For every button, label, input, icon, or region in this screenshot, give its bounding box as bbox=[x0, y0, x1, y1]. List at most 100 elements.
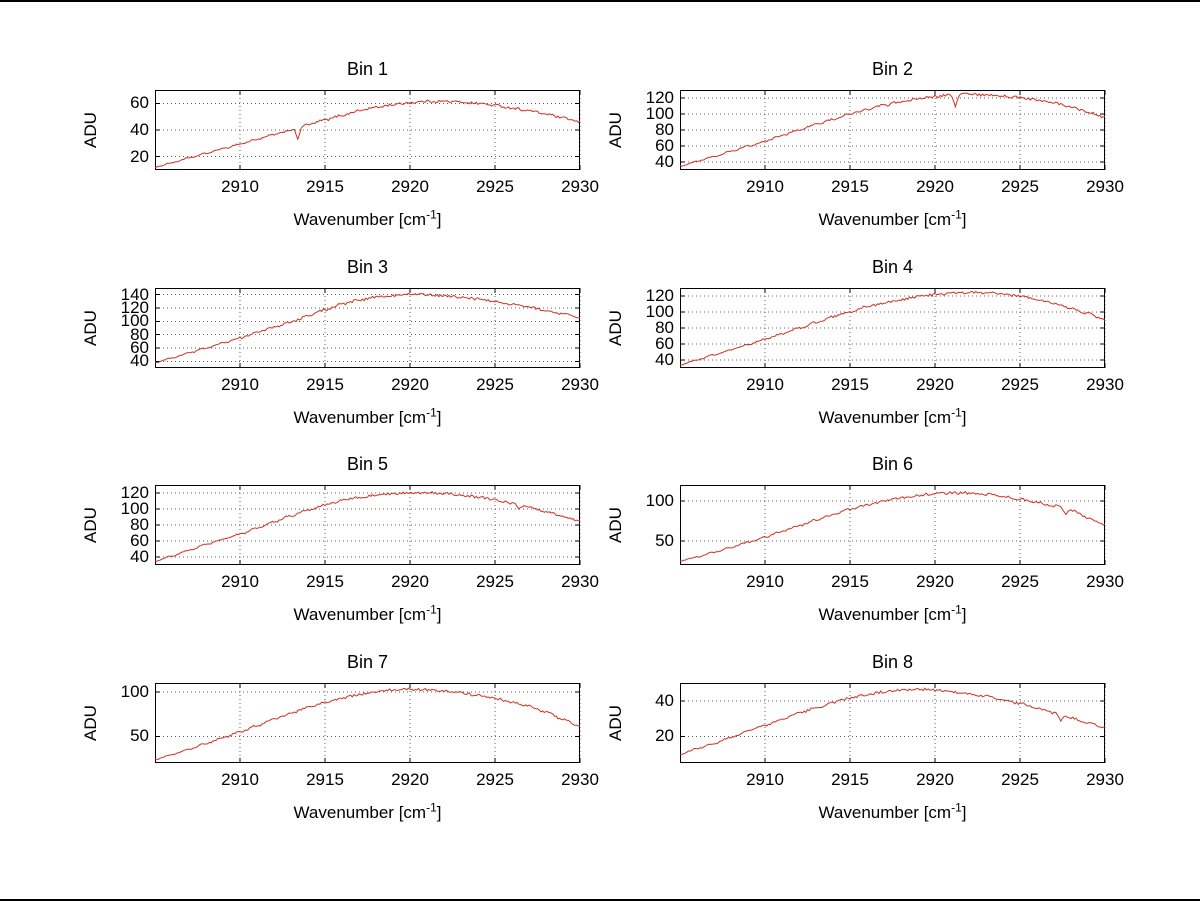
y-tick-label: 40 bbox=[655, 690, 674, 710]
x-tick-label: 2910 bbox=[221, 572, 259, 591]
y-tick-label: 100 bbox=[645, 104, 674, 123]
x-axis-label-pre: Wavenumber [cm bbox=[818, 803, 952, 822]
x-tick-label: 2920 bbox=[916, 572, 954, 591]
x-tick-label: 2910 bbox=[221, 375, 259, 394]
x-tick-label: 2930 bbox=[1086, 770, 1124, 789]
y-tick-label: 40 bbox=[130, 351, 149, 371]
y-tick-label: 140 bbox=[120, 284, 149, 304]
y-axis-label: ADU bbox=[81, 310, 100, 346]
x-axis-label-sup: -1 bbox=[951, 800, 962, 815]
y-axis-label: ADU bbox=[81, 705, 100, 741]
x-axis-label-pre: Wavenumber [cm bbox=[293, 210, 427, 229]
plot-area bbox=[154, 683, 581, 763]
plot-area bbox=[679, 485, 1106, 565]
y-axis-label: ADU bbox=[606, 310, 625, 346]
y-tick-label: 60 bbox=[655, 334, 674, 353]
x-axis-label-pre: Wavenumber [cm bbox=[293, 408, 427, 427]
x-axis-label-post: ] bbox=[436, 605, 442, 624]
y-axis-label: ADU bbox=[606, 507, 625, 543]
plot-area bbox=[154, 485, 581, 565]
x-tick-label: 2925 bbox=[1001, 770, 1039, 789]
x-tick-label: 2920 bbox=[391, 572, 429, 591]
x-tick-label: 2915 bbox=[306, 770, 344, 789]
y-axis-label: ADU bbox=[606, 705, 625, 741]
x-tick-label: 2915 bbox=[306, 177, 344, 196]
x-tick-label: 2920 bbox=[391, 375, 429, 394]
y-tick-label: 60 bbox=[130, 338, 149, 357]
y-tick-label: 80 bbox=[130, 324, 149, 344]
x-tick-label: 2920 bbox=[916, 770, 954, 789]
x-tick-label: 2930 bbox=[1086, 572, 1124, 591]
x-tick-label: 2925 bbox=[1001, 375, 1039, 394]
axes-box bbox=[155, 683, 580, 763]
axes-box bbox=[680, 485, 1105, 565]
x-axis-label-sup: -1 bbox=[426, 405, 437, 420]
y-tick-label: 60 bbox=[130, 93, 149, 113]
x-tick-label: 2910 bbox=[746, 770, 784, 789]
x-tick-label: 2930 bbox=[561, 770, 599, 789]
y-axis-label: ADU bbox=[81, 112, 100, 148]
y-tick-label: 40 bbox=[130, 547, 149, 566]
x-axis-label-sup: -1 bbox=[426, 207, 437, 222]
x-axis-label-post: ] bbox=[436, 408, 442, 427]
x-tick-label: 2925 bbox=[476, 770, 514, 789]
axes-box bbox=[155, 288, 580, 368]
plot-area bbox=[154, 90, 581, 170]
x-tick-label: 2930 bbox=[561, 375, 599, 394]
x-tick-label: 2920 bbox=[916, 375, 954, 394]
plot-area bbox=[679, 288, 1106, 368]
x-axis-label-sup: -1 bbox=[951, 207, 962, 222]
x-tick-label: 2910 bbox=[746, 177, 784, 196]
plot-area bbox=[679, 90, 1106, 170]
subplot-title: Bin 3 bbox=[346, 257, 389, 277]
x-tick-label: 2930 bbox=[1086, 177, 1124, 196]
y-tick-label: 100 bbox=[120, 681, 149, 701]
y-tick-label: 80 bbox=[655, 120, 674, 139]
y-axis-label: ADU bbox=[606, 112, 625, 148]
x-axis-label: Wavenumber [cm-1] bbox=[773, 208, 1013, 232]
x-tick-label: 2915 bbox=[306, 375, 344, 394]
x-tick-label: 2910 bbox=[746, 572, 784, 591]
x-axis-label: Wavenumber [cm-1] bbox=[248, 406, 488, 430]
y-tick-label: 120 bbox=[120, 483, 149, 502]
x-tick-label: 2930 bbox=[1086, 375, 1124, 394]
x-tick-label: 2910 bbox=[746, 375, 784, 394]
subplot-title: Bin 6 bbox=[871, 454, 914, 474]
x-tick-label: 2915 bbox=[306, 572, 344, 591]
x-tick-label: 2925 bbox=[476, 572, 514, 591]
x-axis-label-pre: Wavenumber [cm bbox=[818, 408, 952, 427]
plot-area bbox=[154, 288, 581, 368]
x-axis-label-pre: Wavenumber [cm bbox=[293, 605, 427, 624]
axes-box bbox=[680, 683, 1105, 763]
subplot-title: Bin 4 bbox=[871, 257, 914, 277]
x-tick-label: 2910 bbox=[221, 177, 259, 196]
x-axis-label-sup: -1 bbox=[951, 405, 962, 420]
x-tick-label: 2920 bbox=[391, 177, 429, 196]
y-tick-label: 60 bbox=[130, 531, 149, 550]
x-axis-label-post: ] bbox=[961, 210, 967, 229]
y-tick-label: 100 bbox=[120, 311, 149, 331]
y-tick-label: 80 bbox=[130, 515, 149, 534]
y-tick-label: 120 bbox=[645, 88, 674, 107]
x-axis-label: Wavenumber [cm-1] bbox=[248, 801, 488, 825]
x-tick-label: 2925 bbox=[1001, 572, 1039, 591]
subplot-title: Bin 2 bbox=[871, 59, 914, 79]
y-tick-label: 40 bbox=[655, 350, 674, 369]
y-tick-label: 50 bbox=[655, 531, 674, 550]
y-axis-label: ADU bbox=[81, 507, 100, 543]
x-tick-label: 2915 bbox=[831, 177, 869, 196]
x-axis-label-sup: -1 bbox=[426, 602, 437, 617]
subplot-title: Bin 5 bbox=[346, 454, 389, 474]
x-tick-label: 2925 bbox=[476, 177, 514, 196]
x-axis-label: Wavenumber [cm-1] bbox=[773, 406, 1013, 430]
x-axis-label: Wavenumber [cm-1] bbox=[773, 603, 1013, 627]
y-tick-label: 20 bbox=[130, 146, 149, 166]
y-tick-label: 100 bbox=[645, 302, 674, 321]
spectrum-line bbox=[154, 490, 581, 562]
y-tick-label: 120 bbox=[645, 286, 674, 305]
x-tick-label: 2910 bbox=[221, 770, 259, 789]
spectrum-line bbox=[154, 292, 581, 364]
y-tick-label: 40 bbox=[130, 120, 149, 139]
y-tick-label: 100 bbox=[645, 491, 674, 510]
spectrum-line bbox=[679, 92, 1106, 167]
